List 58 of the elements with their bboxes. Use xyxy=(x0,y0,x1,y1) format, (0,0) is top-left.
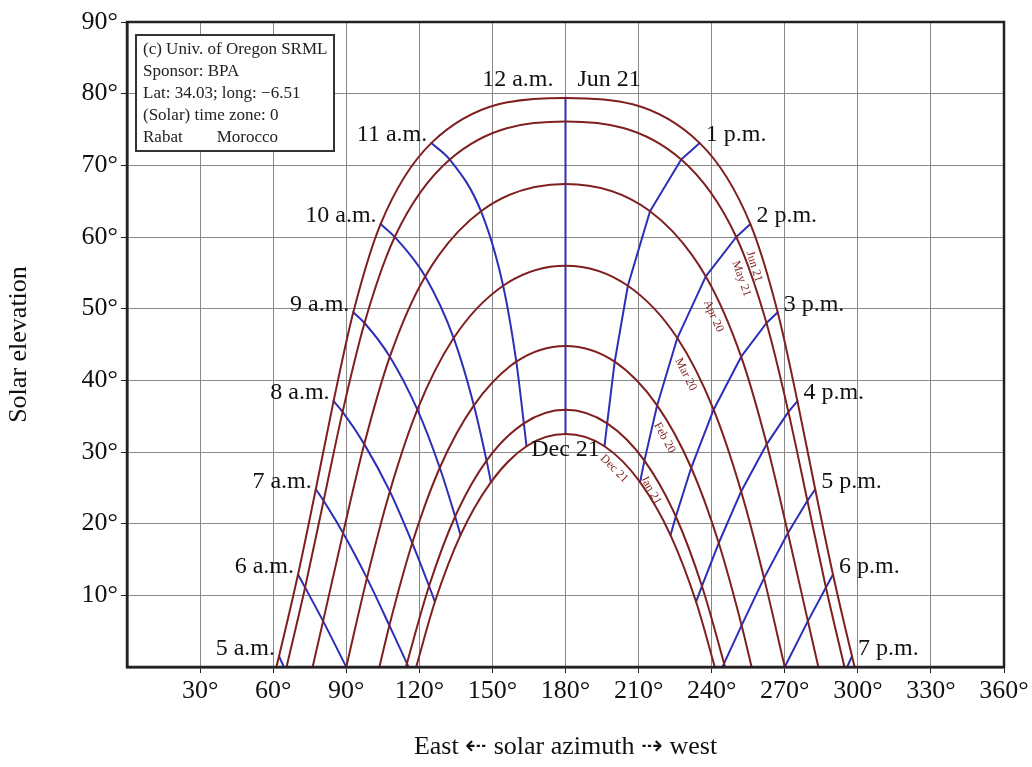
annotation: Dec 21 xyxy=(531,435,600,462)
series-label: 10 a.m. xyxy=(305,201,377,228)
y-tick-label: 60° xyxy=(81,220,118,250)
x-tick-label: 180° xyxy=(540,675,591,705)
x-tick-label: 330° xyxy=(906,675,956,705)
x-tick-label: 60° xyxy=(254,675,292,705)
x-tick-label: 240° xyxy=(686,675,737,705)
series-label: 11 a.m. xyxy=(356,120,428,147)
x-tick-label: 120° xyxy=(394,675,445,705)
y-tick-label: 90° xyxy=(81,5,118,35)
y-tick-label: 40° xyxy=(81,364,118,394)
series-label: 3 p.m. xyxy=(783,289,845,316)
series-label: 7 p.m. xyxy=(857,633,919,660)
series-label: 5 p.m. xyxy=(821,466,882,493)
annotation: (c) Univ. of Oregon SRML xyxy=(143,38,328,60)
annotation: Jun 21 xyxy=(577,65,641,92)
x-tick-label: 360° xyxy=(979,675,1029,705)
x-tick-label: 300° xyxy=(833,675,883,705)
series-label: 6 a.m. xyxy=(234,551,295,578)
series-label: 4 p.m. xyxy=(803,378,865,405)
line-series xyxy=(379,223,492,484)
series-label: 7 a.m. xyxy=(252,466,312,493)
y-tick-label: 20° xyxy=(81,507,118,537)
line-series xyxy=(430,142,528,448)
text: Dec 21 xyxy=(597,451,632,486)
annotation: Rabat Morocco xyxy=(143,126,280,148)
series-label: 9 a.m. xyxy=(289,289,350,316)
y-tick-label: 50° xyxy=(81,292,118,322)
line-series xyxy=(378,344,753,667)
y-tick-label: 80° xyxy=(81,77,118,107)
text: Mar 20 xyxy=(672,355,701,393)
x-tick-label: 210° xyxy=(613,675,664,705)
series-label: 1 p.m. xyxy=(705,120,767,147)
x-tick-label: 90° xyxy=(328,675,365,705)
series-label: 8 a.m. xyxy=(270,378,330,405)
x-tick-label: 270° xyxy=(760,675,810,705)
text: Apr 20 xyxy=(701,297,728,335)
series-label: 2 p.m. xyxy=(756,201,818,228)
x-tick-label: 150° xyxy=(467,675,518,705)
series-label: 5 a.m. xyxy=(215,633,276,660)
line-series xyxy=(352,311,462,537)
series-label: 12 a.m. xyxy=(482,65,554,92)
y-tick-label: 10° xyxy=(81,579,118,609)
text: Jan 21 xyxy=(637,472,666,507)
text: Feb 20 xyxy=(651,419,680,456)
x-axis-title: East ⇠ solar azimuth ⇢ west xyxy=(413,731,718,761)
series-label: 6 p.m. xyxy=(838,551,900,578)
x-tick-label: 30° xyxy=(181,675,219,705)
line-series xyxy=(297,573,348,667)
line-series xyxy=(404,408,727,667)
annotation: Lat: 34.03; long: −6.51 xyxy=(143,82,302,104)
annotation: Sponsor: BPA xyxy=(143,60,241,82)
line-series xyxy=(314,488,410,667)
annotation: (Solar) time zone: 0 xyxy=(143,104,280,126)
y-axis-title: Solar elevation xyxy=(3,266,33,423)
y-tick-label: 30° xyxy=(81,435,118,465)
line-series xyxy=(332,400,436,603)
y-tick-label: 70° xyxy=(81,149,118,179)
